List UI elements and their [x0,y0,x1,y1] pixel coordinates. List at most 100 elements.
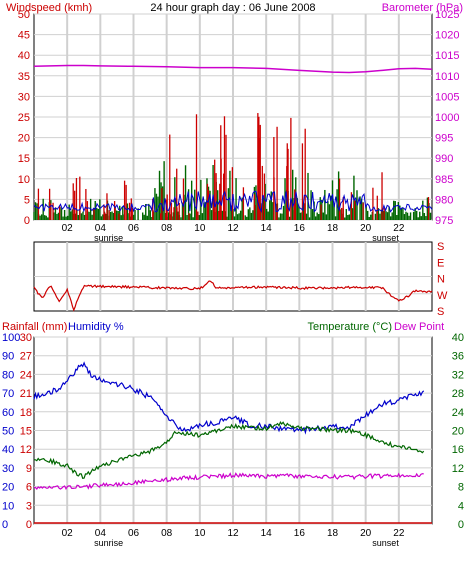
direction-tick-label: S [437,241,444,253]
time-tick-label: 16 [294,528,306,539]
direction-tick-label: N [437,274,445,286]
graph-title: 24 hour graph day : 06 June 2008 [150,2,315,14]
windspeed-tick-label: 15 [18,153,30,165]
humidity-tick-label: 50 [2,426,14,438]
barometer-tick-label: 995 [435,133,453,145]
barometer-tick-label: 1015 [435,50,459,62]
temperature-tick-label: 24 [452,407,464,419]
windspeed-tick-label: 40 [18,50,30,62]
windspeed-tick-label: 5 [24,194,30,206]
temperature-tick-label: 8 [458,482,464,494]
humidity-tick-label: 60 [2,407,14,419]
wind-direction-line [33,280,433,312]
time-tick-label: 02 [62,528,74,539]
windspeed-tick-label: 45 [18,30,30,42]
temperature-line [33,420,425,479]
rainfall-tick-label: 9 [26,463,32,475]
sunset-label: sunset [372,233,399,243]
temperature-tick-label: 32 [452,369,464,381]
rainfall-tick-label: 21 [20,388,32,400]
humidity-line [33,361,425,435]
rainfall-tick-label: 6 [26,482,32,494]
rainfall-tick-label: 0 [26,519,32,531]
barometer-tick-label: 980 [435,194,453,206]
time-tick-label: 14 [261,528,273,539]
barometer-axis-title: Barometer (hPa) [382,2,463,14]
windspeed-tick-label: 25 [18,112,30,124]
time-tick-label: 08 [161,528,173,539]
barometer-tick-label: 1000 [435,112,459,124]
temperature-tick-label: 28 [452,388,464,400]
time-tick-label: 22 [393,223,405,234]
humidity-tick-label: 90 [2,351,14,363]
humidity-tick-label: 20 [2,482,14,494]
direction-tick-label: S [437,306,444,318]
barometer-tick-label: 985 [435,174,453,186]
time-tick-label: 22 [393,528,405,539]
temperature-axis-title: Temperature (°C) [308,321,392,333]
sunrise-label: sunrise [94,538,123,548]
time-tick-label: 10 [194,528,206,539]
rainfall-tick-label: 27 [20,351,32,363]
time-tick-label: 18 [327,528,339,539]
windspeed-tick-label: 30 [18,91,30,103]
time-tick-label: 10 [194,223,206,234]
rainfall-tick-label: 3 [26,500,32,512]
temperature-tick-label: 12 [452,463,464,475]
barometer-tick-label: 990 [435,153,453,165]
wind-barometer-chart: 0510152025303540455097598098599099510001… [18,9,460,243]
humidity-tick-label: 100 [2,332,20,344]
barometer-tick-label: 975 [435,215,453,227]
rainfall-tick-label: 18 [20,407,32,419]
temperature-tick-label: 36 [452,351,464,363]
time-tick-label: 18 [327,223,339,234]
time-tick-label: 12 [227,528,239,539]
time-tick-label: 16 [294,223,306,234]
temperature-tick-label: 4 [458,500,464,512]
windspeed-tick-label: 35 [18,71,30,83]
barometer-line [33,64,433,74]
barometer-tick-label: 1020 [435,30,459,42]
rainfall-tick-label: 15 [20,426,32,438]
humidity-axis-title: Humidity % [68,321,124,333]
windspeed-tick-label: 0 [24,215,30,227]
humidity-tick-label: 30 [2,463,14,475]
temperature-tick-label: 0 [458,519,464,531]
humidity-tick-label: 10 [2,500,14,512]
direction-tick-label: E [437,257,444,269]
time-tick-label: 04 [95,528,107,539]
time-tick-label: 20 [360,223,372,234]
time-tick-label: 14 [261,223,273,234]
dewpoint-axis-title: Dew Point [394,321,444,333]
dewpoint-line [33,472,424,491]
time-tick-label: 06 [128,528,140,539]
windspeed-tick-label: 10 [18,174,30,186]
barometer-tick-label: 1005 [435,91,459,103]
humidity-tick-label: 0 [2,519,8,531]
wind-speed-bars [37,113,430,220]
time-tick-label: 12 [227,223,239,234]
wind-average-line [33,190,433,214]
humidity-tick-label: 70 [2,388,14,400]
time-tick-label: 04 [95,223,107,234]
windspeed-tick-label: 50 [18,9,30,21]
rainfall-tick-label: 12 [20,444,32,456]
time-tick-label: 20 [360,528,372,539]
humidity-tick-label: 80 [2,369,14,381]
sunset-label: sunset [372,538,399,548]
humidity-tick-label: 40 [2,444,14,456]
time-tick-label: 08 [161,223,173,234]
rainfall-tick-label: 24 [20,369,32,381]
rainfall-axis-title: Rainfall (mm) [2,321,67,333]
time-tick-label: 06 [128,223,140,234]
barometer-tick-label: 1025 [435,9,459,21]
direction-tick-label: W [437,290,448,302]
rainfall-tick-label: 30 [20,332,32,344]
time-tick-label: 02 [62,223,74,234]
sunrise-label: sunrise [94,233,123,243]
temperature-tick-label: 16 [452,444,464,456]
windspeed-tick-label: 20 [18,133,30,145]
